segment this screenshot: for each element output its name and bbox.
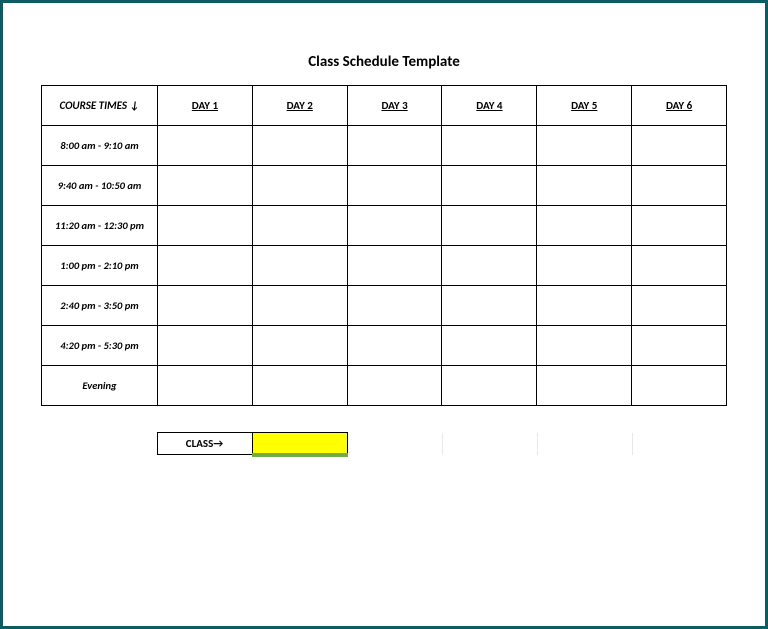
cell[interactable] — [252, 326, 347, 366]
table-row: 4:20 pm - 5:30 pm — [42, 326, 727, 366]
col-header-day2: DAY 2 — [252, 86, 347, 126]
cell[interactable] — [632, 126, 727, 166]
table-row: 11:20 am - 12:30 pm — [42, 206, 727, 246]
cell[interactable] — [347, 246, 442, 286]
schedule-table: COURSE TIMES ↓ DAY 1 DAY 2 DAY 3 DAY 4 D… — [41, 85, 727, 406]
legend-class-label: CLASS→ — [157, 433, 252, 455]
cell[interactable] — [442, 126, 537, 166]
cell[interactable] — [158, 126, 253, 166]
cell[interactable] — [442, 366, 537, 406]
document-frame: Class Schedule Template COURSE TIMES ↓ D… — [0, 0, 768, 629]
cell[interactable] — [347, 366, 442, 406]
cell[interactable] — [347, 206, 442, 246]
cell[interactable] — [252, 286, 347, 326]
legend-highlight-cell[interactable] — [252, 433, 347, 455]
cell[interactable] — [632, 366, 727, 406]
legend-empty-cell — [347, 433, 442, 455]
cell[interactable] — [347, 326, 442, 366]
col-header-day3: DAY 3 — [347, 86, 442, 126]
time-label: 9:40 am - 10:50 am — [42, 166, 158, 206]
cell[interactable] — [158, 246, 253, 286]
cell[interactable] — [632, 166, 727, 206]
legend-table: CLASS→ — [41, 432, 727, 457]
cell[interactable] — [252, 246, 347, 286]
cell[interactable] — [537, 366, 632, 406]
cell[interactable] — [442, 166, 537, 206]
legend-row: CLASS→ — [41, 433, 727, 455]
legend-empty-cell — [632, 433, 727, 455]
header-row: COURSE TIMES ↓ DAY 1 DAY 2 DAY 3 DAY 4 D… — [42, 86, 727, 126]
table-row: 8:00 am - 9:10 am — [42, 126, 727, 166]
legend-lead-cell — [41, 433, 157, 455]
cell[interactable] — [158, 366, 253, 406]
cell[interactable] — [537, 166, 632, 206]
cell[interactable] — [252, 166, 347, 206]
cell[interactable] — [632, 246, 727, 286]
cell[interactable] — [632, 286, 727, 326]
cell[interactable] — [252, 366, 347, 406]
table-row: 2:40 pm - 3:50 pm — [42, 286, 727, 326]
time-label: Evening — [42, 366, 158, 406]
time-label: 8:00 am - 9:10 am — [42, 126, 158, 166]
cell[interactable] — [347, 166, 442, 206]
table-row: Evening — [42, 366, 727, 406]
legend-empty-cell — [442, 433, 537, 455]
table-row: 9:40 am - 10:50 am — [42, 166, 727, 206]
cell[interactable] — [537, 126, 632, 166]
time-label: 1:00 pm - 2:10 pm — [42, 246, 158, 286]
cell[interactable] — [158, 286, 253, 326]
cell[interactable] — [158, 326, 253, 366]
cell[interactable] — [632, 206, 727, 246]
corner-header: COURSE TIMES ↓ — [42, 86, 158, 126]
schedule-body: 8:00 am - 9:10 am 9:40 am - 10:50 am 11:… — [42, 126, 727, 406]
cell[interactable] — [158, 166, 253, 206]
cell[interactable] — [442, 206, 537, 246]
col-header-day1: DAY 1 — [158, 86, 253, 126]
col-header-day5: DAY 5 — [537, 86, 632, 126]
cell[interactable] — [632, 326, 727, 366]
cell[interactable] — [537, 286, 632, 326]
cell[interactable] — [537, 206, 632, 246]
page-title: Class Schedule Template — [41, 53, 727, 71]
cell[interactable] — [252, 126, 347, 166]
cell[interactable] — [537, 246, 632, 286]
cell[interactable] — [252, 206, 347, 246]
cell[interactable] — [158, 206, 253, 246]
cell[interactable] — [442, 246, 537, 286]
cell[interactable] — [347, 126, 442, 166]
cell[interactable] — [442, 286, 537, 326]
table-row: 1:00 pm - 2:10 pm — [42, 246, 727, 286]
col-header-day4: DAY 4 — [442, 86, 537, 126]
cell[interactable] — [537, 326, 632, 366]
legend-empty-cell — [537, 433, 632, 455]
cell[interactable] — [442, 326, 537, 366]
time-label: 2:40 pm - 3:50 pm — [42, 286, 158, 326]
time-label: 11:20 am - 12:30 pm — [42, 206, 158, 246]
time-label: 4:20 pm - 5:30 pm — [42, 326, 158, 366]
col-header-day6: DAY 6 — [632, 86, 727, 126]
legend-region: CLASS→ — [41, 432, 727, 457]
cell[interactable] — [347, 286, 442, 326]
